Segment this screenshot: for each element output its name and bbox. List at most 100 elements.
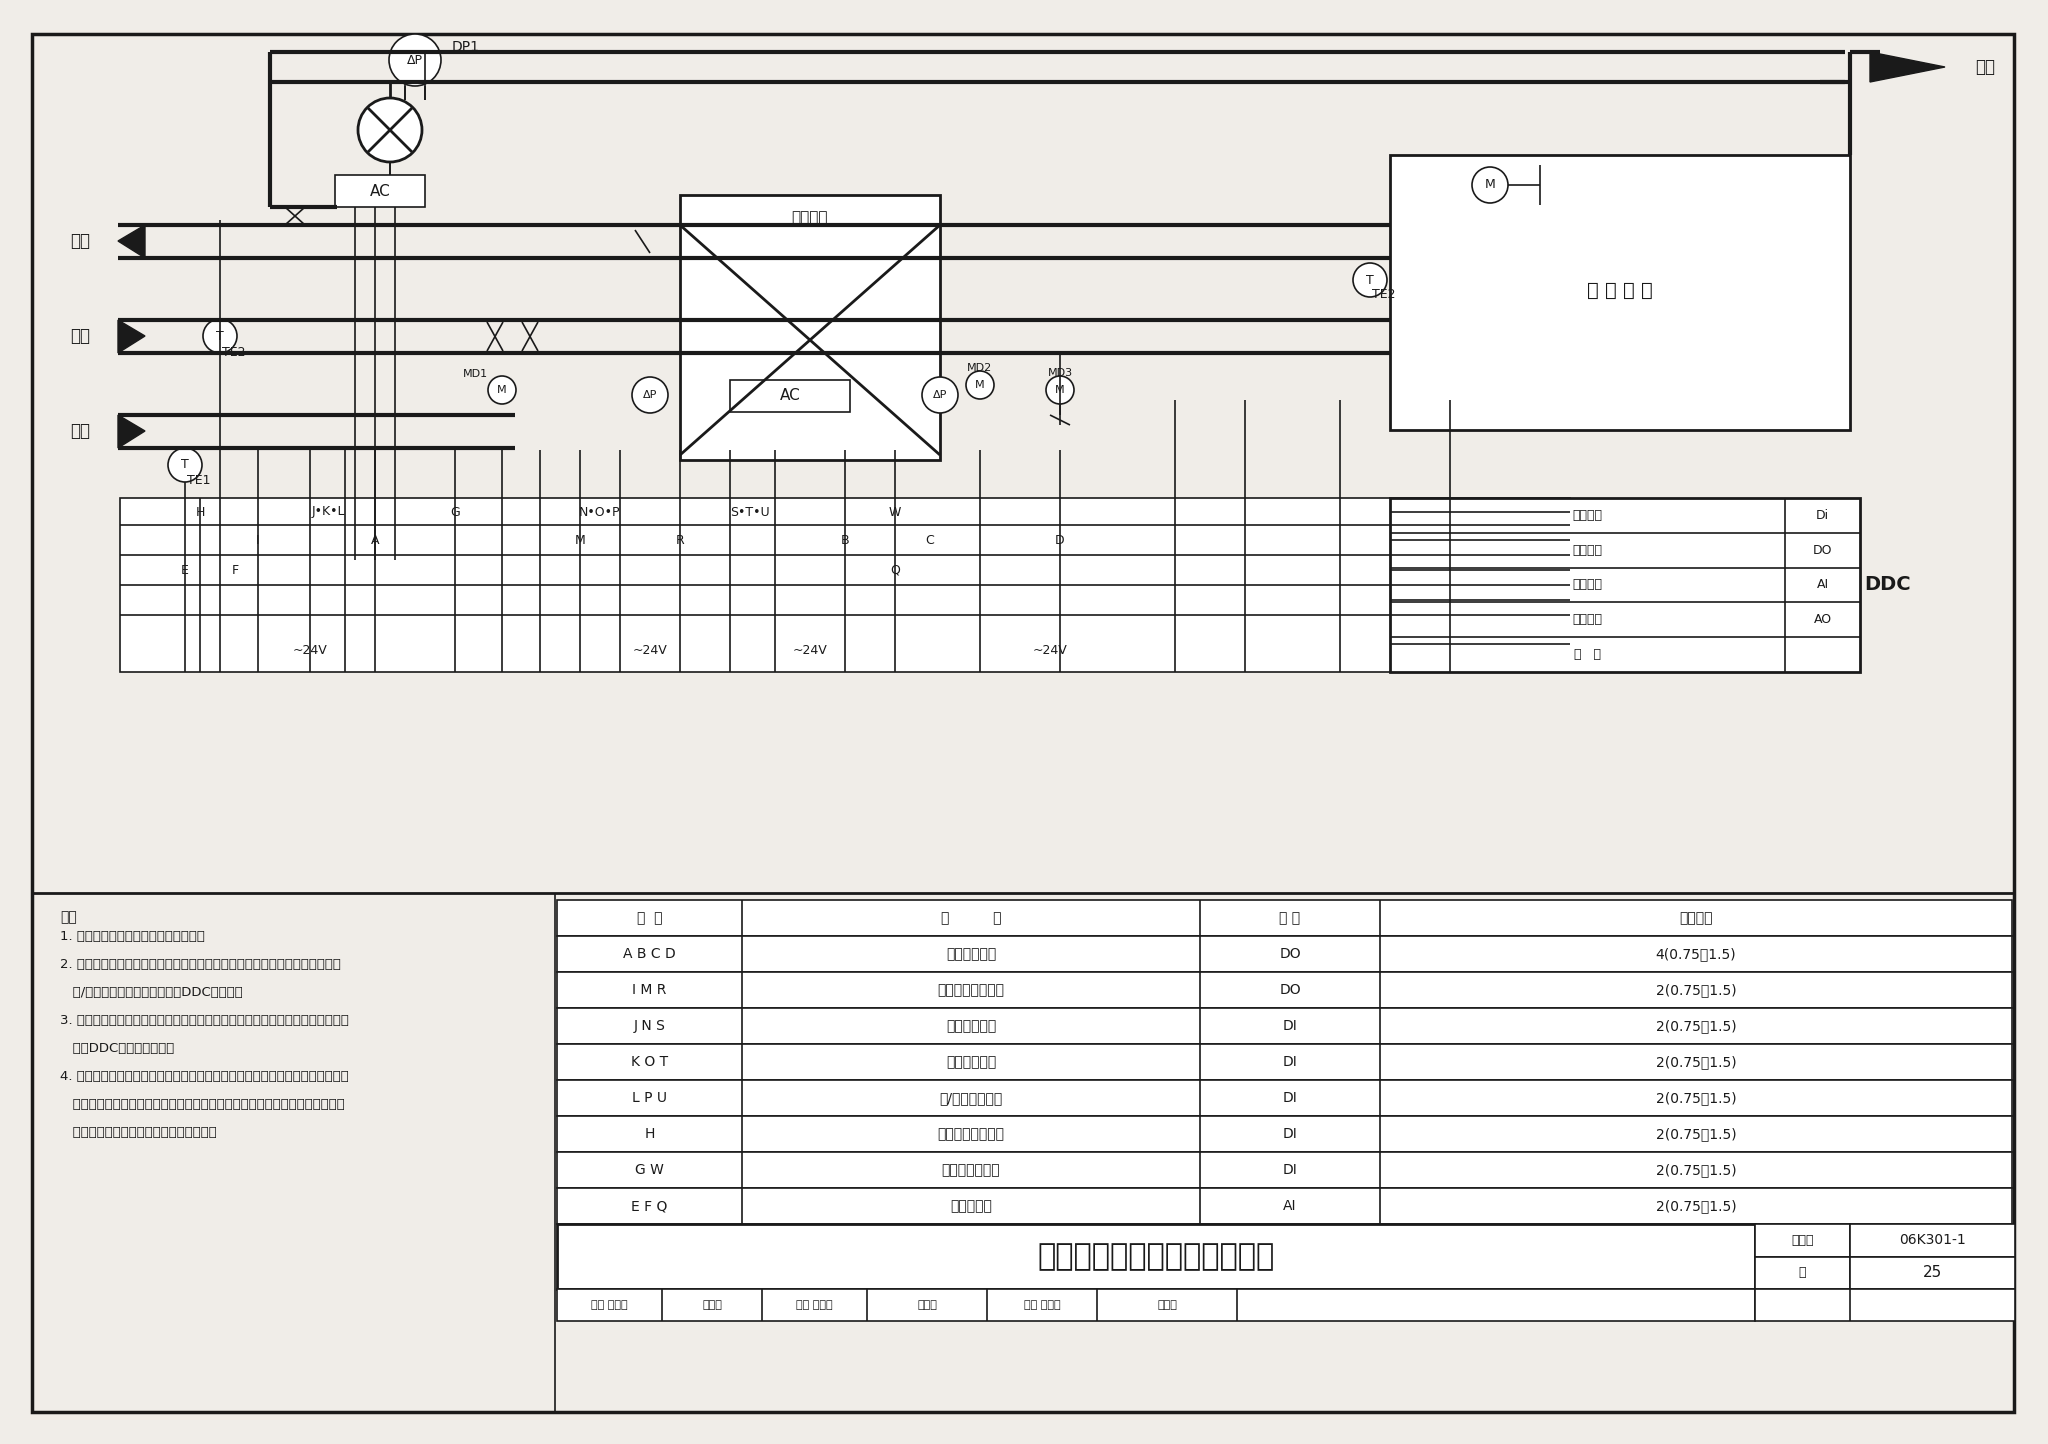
- Text: 导线规格: 导线规格: [1679, 911, 1712, 926]
- Bar: [557, 972, 2011, 1008]
- Circle shape: [967, 371, 993, 399]
- Circle shape: [922, 377, 958, 413]
- Text: M: M: [1055, 386, 1065, 396]
- Text: 2(0.75～1.5): 2(0.75～1.5): [1655, 1056, 1737, 1069]
- Bar: [557, 1188, 2011, 1225]
- Text: M: M: [575, 533, 586, 546]
- Bar: [557, 1225, 1755, 1289]
- Text: 06K301-1: 06K301-1: [1898, 1233, 1966, 1248]
- Text: T: T: [1366, 273, 1374, 286]
- Polygon shape: [119, 321, 145, 352]
- Text: TE1: TE1: [186, 475, 211, 488]
- Text: ~24V: ~24V: [633, 644, 668, 657]
- Text: E F Q: E F Q: [631, 1199, 668, 1213]
- Circle shape: [203, 319, 238, 352]
- Text: 手/自动状态。以上内容应能在DDC上显示。: 手/自动状态。以上内容应能在DDC上显示。: [59, 986, 244, 999]
- Text: AI: AI: [1284, 1199, 1296, 1213]
- Bar: [1755, 1256, 1849, 1289]
- Bar: [557, 1080, 2011, 1116]
- Bar: [557, 1008, 2011, 1044]
- Text: 注：: 注：: [59, 910, 76, 924]
- Text: 风机压差检测信号: 风机压差检测信号: [938, 1126, 1004, 1141]
- Text: 工作状态信号: 工作状态信号: [946, 1019, 995, 1032]
- Text: 代  号: 代 号: [637, 911, 662, 926]
- Text: 空 调 机 组: 空 调 机 组: [1587, 280, 1653, 299]
- Bar: [1849, 1256, 2015, 1289]
- Text: AO: AO: [1812, 614, 1831, 627]
- Text: 设计 殷德刚: 设计 殷德刚: [1024, 1300, 1061, 1310]
- Text: 新风: 新风: [70, 326, 90, 345]
- Text: 2(0.75～1.5): 2(0.75～1.5): [1655, 983, 1737, 996]
- Text: B: B: [840, 533, 850, 546]
- Text: N•O•P: N•O•P: [580, 505, 621, 518]
- Text: 兼送风温度: 兼送风温度: [950, 1199, 991, 1213]
- Text: G: G: [451, 505, 461, 518]
- Text: 3. 控制方法：通过比较室内、外空气焉差控制旁通阀的开启。根据排定的工作程: 3. 控制方法：通过比较室内、外空气焉差控制旁通阀的开启。根据排定的工作程: [59, 1014, 348, 1027]
- Text: F: F: [231, 563, 238, 576]
- Text: TE2: TE2: [221, 345, 246, 358]
- Text: 1. 控制对象：电动开关风阀、风机启停: 1. 控制对象：电动开关风阀、风机启停: [59, 930, 205, 943]
- Text: 张红梅: 张红梅: [918, 1300, 936, 1310]
- Text: DI: DI: [1282, 1056, 1296, 1069]
- Text: Q: Q: [891, 563, 899, 576]
- Text: 殷德刚: 殷德刚: [1157, 1300, 1178, 1310]
- Text: S•T•U: S•T•U: [731, 505, 770, 518]
- Bar: [557, 1044, 2011, 1080]
- Text: 2(0.75～1.5): 2(0.75～1.5): [1655, 1162, 1737, 1177]
- Bar: [557, 1116, 2011, 1152]
- Bar: [557, 1152, 2011, 1188]
- Text: M: M: [498, 386, 506, 396]
- Bar: [557, 900, 2011, 936]
- Text: E: E: [180, 563, 188, 576]
- Text: 2(0.75～1.5): 2(0.75～1.5): [1655, 1126, 1737, 1141]
- Text: I M R: I M R: [633, 983, 668, 996]
- Text: 4(0.75～1.5): 4(0.75～1.5): [1655, 947, 1737, 962]
- Text: DO: DO: [1280, 947, 1300, 962]
- Bar: [1849, 1225, 2015, 1256]
- Polygon shape: [1870, 52, 1946, 82]
- Bar: [1391, 155, 1849, 430]
- Circle shape: [389, 35, 440, 87]
- Text: 校对 秦长辉: 校对 秦长辉: [797, 1300, 834, 1310]
- Text: 审核 李远学: 审核 李远学: [592, 1300, 629, 1310]
- Text: ~24V: ~24V: [1032, 644, 1067, 657]
- Text: DO: DO: [1280, 983, 1300, 996]
- Text: ~24V: ~24V: [793, 644, 827, 657]
- Circle shape: [358, 98, 422, 162]
- Text: G W: G W: [635, 1162, 664, 1177]
- Bar: [557, 936, 2011, 972]
- Text: DI: DI: [1282, 1092, 1296, 1105]
- Text: MD1: MD1: [463, 370, 487, 378]
- Text: DP1: DP1: [453, 40, 479, 53]
- Text: 页: 页: [1798, 1266, 1806, 1279]
- Polygon shape: [119, 225, 145, 258]
- Text: 序，DDC按时启停风机。: 序，DDC按时启停风机。: [59, 1043, 174, 1056]
- Text: T: T: [217, 329, 223, 342]
- Text: 图集号: 图集号: [1792, 1233, 1815, 1246]
- Text: ΔP: ΔP: [643, 390, 657, 400]
- Text: J N S: J N S: [633, 1019, 666, 1032]
- Text: J•K•L: J•K•L: [311, 505, 344, 518]
- Text: 新风、排风量不等热回收系统: 新风、排风量不等热回收系统: [1038, 1242, 1274, 1271]
- Text: 气焉差小于设定値时，自动开启旁通阀。: 气焉差小于设定値时，自动开启旁通阀。: [59, 1126, 217, 1139]
- Bar: [1391, 498, 1860, 671]
- Circle shape: [1047, 375, 1073, 404]
- Text: 模拟输入: 模拟输入: [1573, 579, 1602, 592]
- Text: 手/自动转换信号: 手/自动转换信号: [940, 1092, 1004, 1105]
- Text: H: H: [645, 1126, 655, 1141]
- Text: 排风: 排风: [70, 232, 90, 250]
- Bar: [121, 498, 1571, 671]
- Text: DDC: DDC: [1864, 576, 1911, 595]
- Text: DI: DI: [1282, 1126, 1296, 1141]
- Text: AC: AC: [369, 183, 391, 198]
- Text: A: A: [371, 533, 379, 546]
- Text: 电   源: 电 源: [1575, 648, 1602, 661]
- Circle shape: [1354, 263, 1386, 297]
- Text: K O T: K O T: [631, 1056, 668, 1069]
- Text: L P U: L P U: [633, 1092, 668, 1105]
- Polygon shape: [119, 414, 145, 448]
- Text: 4. 联锁及保护：风机启停、风阀联动开闭。风机启动以后，其两侧压差低于设定: 4. 联锁及保护：风机启停、风阀联动开闭。风机启动以后，其两侧压差低于设定: [59, 1070, 348, 1083]
- Bar: [729, 380, 850, 412]
- Text: D: D: [1055, 533, 1065, 546]
- Bar: [557, 1289, 1755, 1321]
